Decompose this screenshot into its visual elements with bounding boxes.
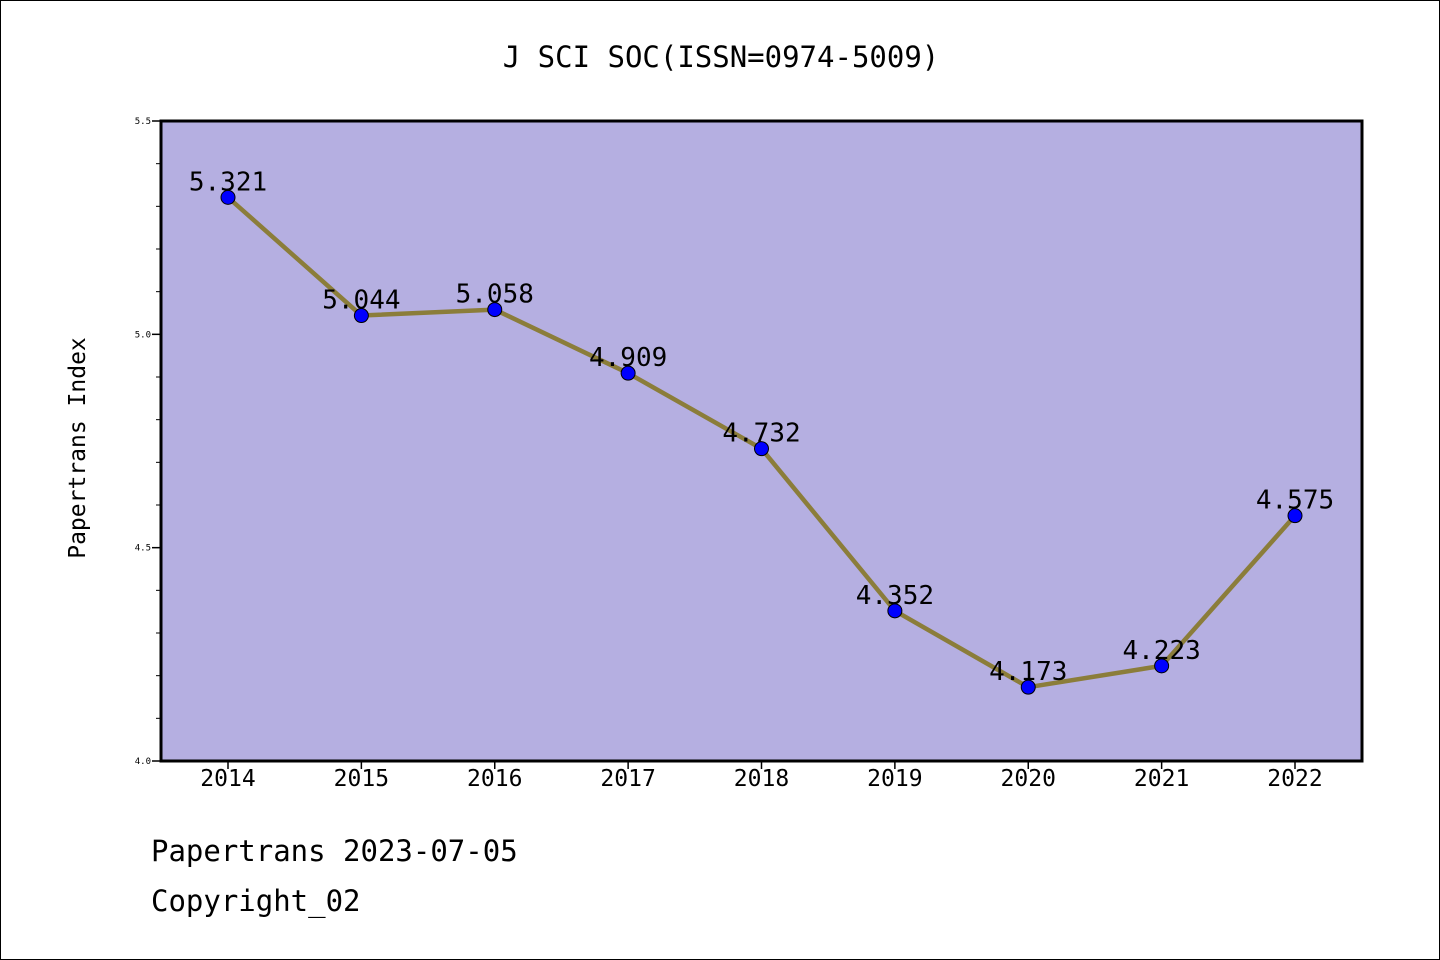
x-tick-label: 2015 bbox=[334, 766, 389, 792]
data-point bbox=[1287, 508, 1303, 524]
x-tick-label: 2020 bbox=[1001, 766, 1056, 792]
x-tick-label: 2016 bbox=[467, 766, 522, 792]
y-tick-label: 5.5 bbox=[135, 117, 151, 127]
x-tick-label: 2019 bbox=[867, 766, 922, 792]
data-point bbox=[887, 603, 903, 619]
y-axis-label: Papertrans Index bbox=[65, 337, 91, 559]
data-label: 4.352 bbox=[856, 581, 934, 611]
data-point bbox=[1154, 658, 1170, 674]
x-tick-label: 2014 bbox=[200, 766, 255, 792]
data-label: 4.173 bbox=[989, 657, 1067, 687]
data-label: 4.732 bbox=[722, 419, 800, 449]
data-label: 4.909 bbox=[589, 343, 667, 373]
y-tick-label: 5.0 bbox=[135, 330, 151, 340]
x-tick-label: 2022 bbox=[1267, 766, 1322, 792]
footer-date-line: Papertrans 2023-07-05 bbox=[151, 834, 518, 868]
x-tick-label: 2021 bbox=[1134, 766, 1189, 792]
x-tick-label: 2018 bbox=[734, 766, 789, 792]
plot-area bbox=[161, 121, 1362, 761]
y-tick-label: 4.0 bbox=[135, 757, 151, 767]
data-point bbox=[220, 189, 236, 205]
y-tick-label: 4.5 bbox=[135, 544, 151, 554]
data-point bbox=[620, 365, 636, 381]
footer-copyright-line: Copyright_02 bbox=[151, 884, 361, 918]
data-point bbox=[487, 302, 503, 318]
data-point bbox=[754, 441, 769, 457]
data-label: 4.575 bbox=[1256, 486, 1334, 516]
data-point bbox=[1020, 679, 1036, 695]
data-point bbox=[353, 308, 369, 324]
data-label: 5.044 bbox=[322, 286, 400, 316]
data-label: 4.223 bbox=[1122, 636, 1200, 666]
data-label: 5.321 bbox=[189, 167, 267, 197]
chart-title: J SCI SOC(ISSN=0974-5009) bbox=[503, 40, 940, 74]
x-tick-label: 2017 bbox=[600, 766, 655, 792]
data-label: 5.058 bbox=[456, 280, 534, 310]
